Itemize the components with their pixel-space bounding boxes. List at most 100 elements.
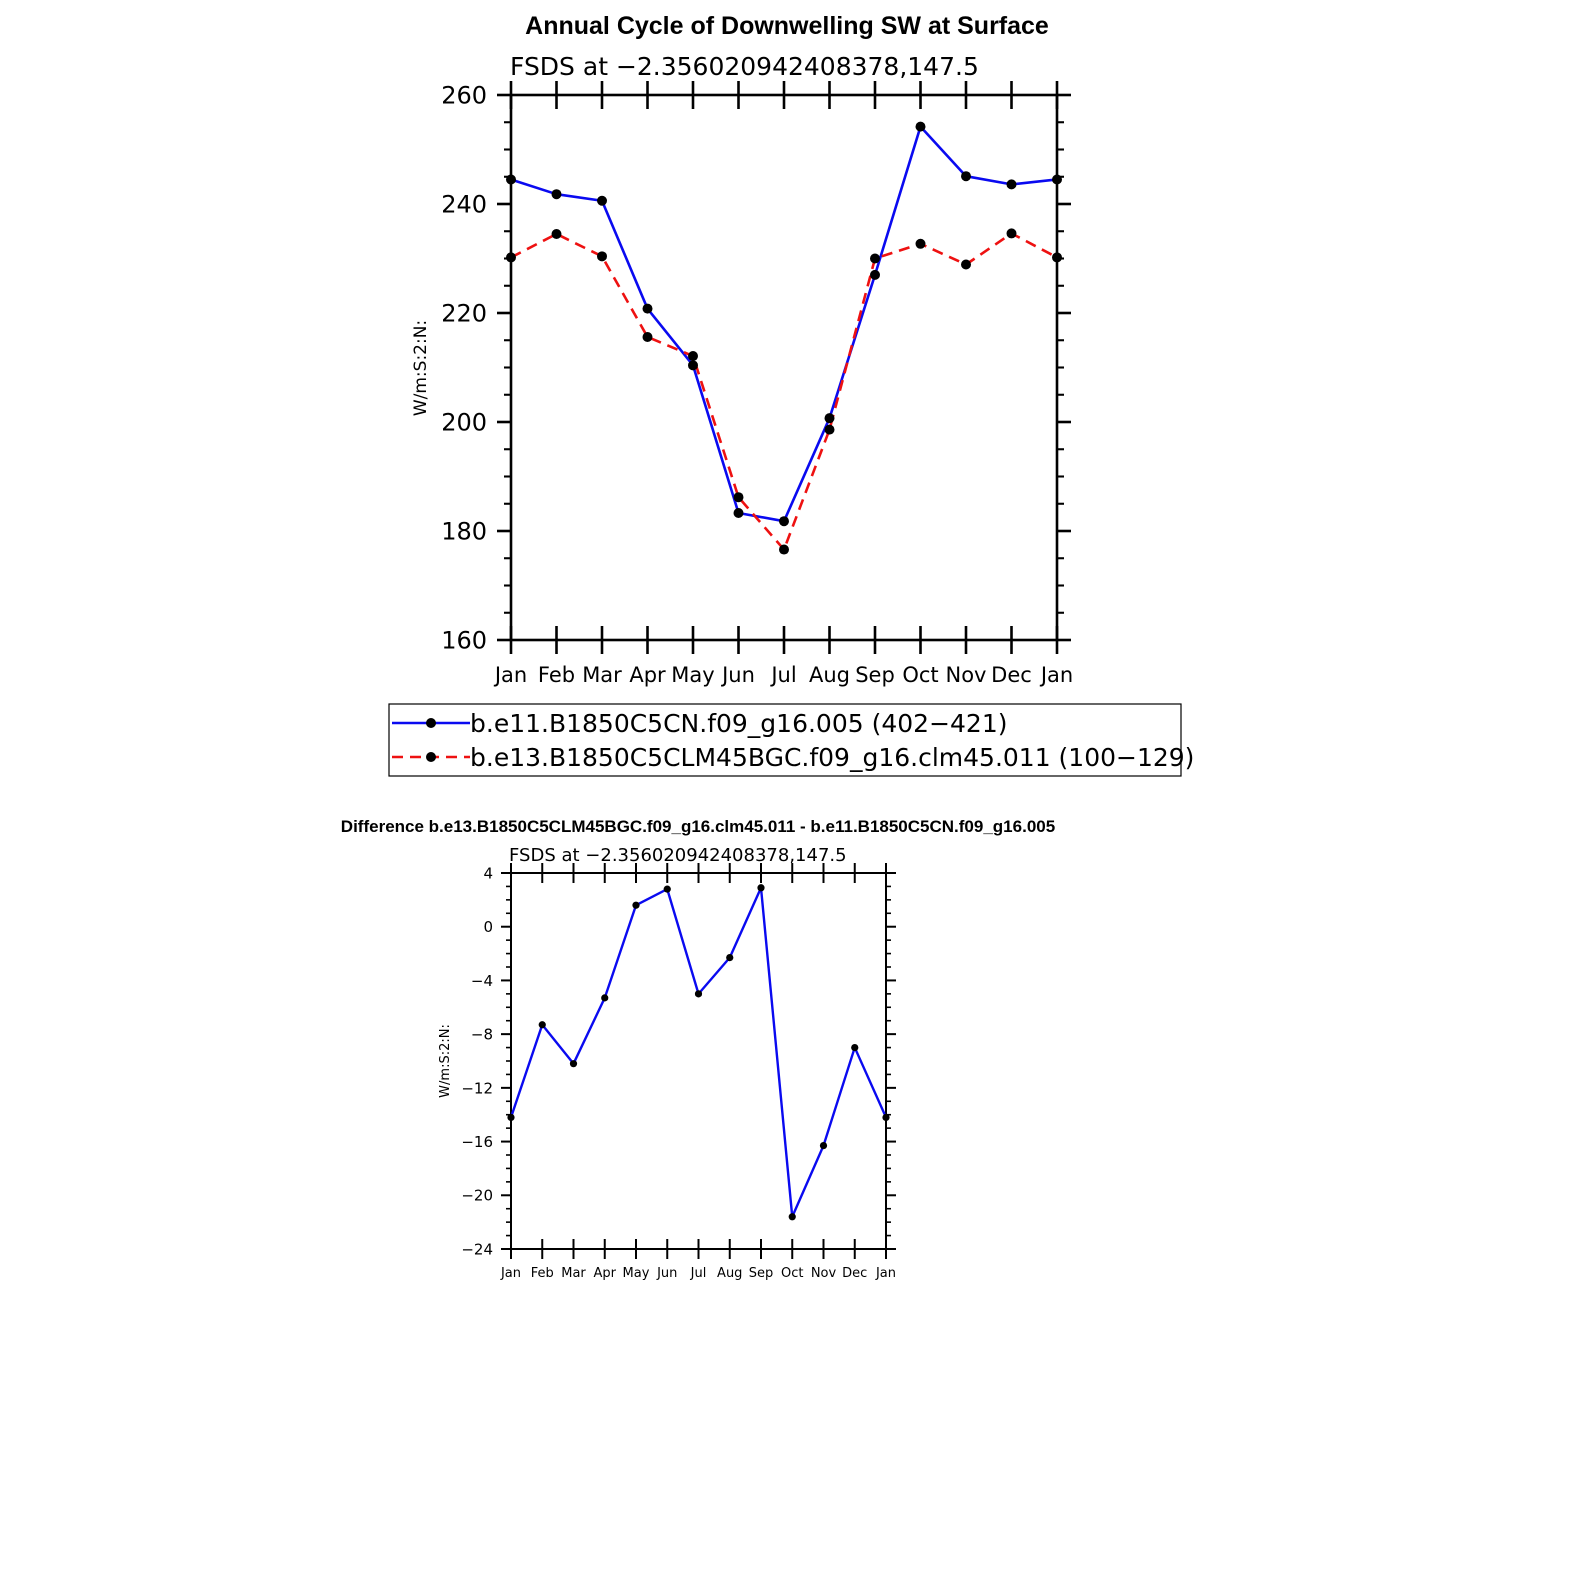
x-tick-label: Oct — [902, 663, 938, 687]
series-2-point — [688, 351, 698, 362]
chart1-subtitle: FSDS at −2.356020942408378,147.5 — [510, 52, 979, 81]
series-2-point — [961, 259, 971, 270]
x-tick-label: Feb — [531, 1266, 554, 1281]
x-tick-label: Jun — [720, 663, 755, 687]
chart1-title: Annual Cycle of Downwelling SW at Surfac… — [525, 12, 1049, 40]
chart2-y-tick-labels: 4 0 −4 −8 −12 −16 −20 −24 — [461, 864, 493, 1258]
chart2-subtitle: FSDS at −2.356020942408378,147.5 — [509, 845, 847, 866]
chart1-y-tick-labels: 260 240 220 200 180 160 — [441, 82, 487, 655]
x-tick-label: Sep — [749, 1266, 774, 1281]
legend-series1-marker — [426, 718, 436, 728]
x-tick-label: Apr — [594, 1266, 617, 1281]
y-tick-label: 0 — [483, 918, 493, 936]
legend-box — [388, 703, 1182, 777]
y-tick-label: −8 — [471, 1026, 493, 1044]
chart2-ylabel: W/m:S:2:N: — [438, 1024, 453, 1098]
x-tick-label: Nov — [946, 663, 987, 687]
x-tick-label: Dec — [991, 663, 1032, 687]
series-1-point — [601, 994, 609, 1002]
x-tick-label: Jul — [769, 663, 796, 687]
y-tick-label: −20 — [461, 1187, 493, 1205]
x-tick-label: Mar — [561, 1266, 586, 1281]
series-1-point — [694, 990, 703, 998]
difference-chart: Difference b.e13.B1850C5CLM45BGC.f09_g16… — [341, 817, 1055, 1281]
x-tick-label: Apr — [629, 663, 666, 687]
series-line-1 — [509, 886, 888, 1218]
series-2-point — [506, 252, 516, 263]
y-tick-label: 160 — [441, 627, 487, 655]
series-1-point — [851, 1043, 859, 1052]
x-tick-label: Oct — [781, 1266, 803, 1281]
legend-series2-marker — [426, 752, 436, 762]
series-1-point — [538, 1021, 546, 1029]
series-line-2 — [510, 232, 1058, 551]
series-line-1 — [510, 125, 1058, 523]
series-1-point — [642, 303, 653, 314]
y-tick-label: −24 — [461, 1240, 493, 1258]
y-tick-label: −16 — [461, 1133, 493, 1151]
series-1-point — [733, 508, 744, 519]
chart2-series — [507, 884, 890, 1221]
annual-cycle-chart: Annual Cycle of Downwelling SW at Surfac… — [388, 12, 1194, 777]
x-tick-label: Jan — [875, 1266, 896, 1281]
y-tick-label: 260 — [441, 82, 487, 110]
series-2-point — [1052, 252, 1062, 263]
chart1-x-tick-labels: Jan Feb Mar Apr May Jun Jul Aug Sep Oct Nov Dec Jan — [493, 663, 1073, 687]
series-1-point — [632, 901, 640, 909]
legend-series1-label: b.e11.B1850C5CN.f09_g16.005 (402−421) — [470, 709, 1008, 738]
series-1-point — [779, 516, 789, 527]
series-2-point — [642, 331, 653, 342]
x-tick-label: May — [671, 663, 714, 687]
series-1-point — [870, 269, 880, 280]
series-1-point — [882, 1113, 890, 1121]
series-2-point — [551, 228, 562, 239]
series-1-point — [1006, 179, 1017, 190]
series-2-point — [870, 253, 880, 264]
series-1-point — [824, 413, 835, 424]
series-1-point — [757, 884, 765, 892]
chart1-axes — [497, 81, 1071, 654]
x-tick-label: Aug — [809, 663, 850, 687]
x-tick-label: Sep — [855, 663, 895, 687]
y-tick-label: −12 — [461, 1079, 493, 1097]
x-tick-label: Jan — [493, 663, 527, 687]
y-tick-label: −4 — [471, 972, 493, 990]
chart1-legend: b.e11.B1850C5CN.f09_g16.005 (402−421) b.… — [388, 703, 1194, 777]
x-tick-label: May — [623, 1266, 650, 1281]
series-1-point — [569, 1060, 578, 1068]
series-1-point — [819, 1142, 828, 1150]
series-2-point — [824, 424, 835, 435]
series-2-point — [779, 544, 789, 555]
x-tick-label: Mar — [582, 663, 622, 687]
x-tick-label: Dec — [842, 1266, 867, 1281]
series-1-point — [915, 121, 926, 132]
y-tick-label: 240 — [441, 191, 487, 219]
x-tick-label: Jul — [690, 1266, 707, 1281]
plot-frame — [510, 872, 887, 1250]
series-1-point — [688, 360, 698, 371]
series-1-point — [663, 885, 671, 893]
x-tick-label: Aug — [717, 1266, 742, 1281]
series-2-point — [733, 492, 744, 503]
series-1-point — [726, 954, 734, 962]
series-1-point — [961, 171, 971, 182]
series-1-point — [597, 195, 607, 206]
chart1-series — [506, 121, 1062, 555]
series-2-point — [915, 238, 926, 249]
y-tick-label: 180 — [441, 518, 487, 546]
y-tick-label: 200 — [441, 409, 487, 437]
x-tick-label: Jan — [1039, 663, 1073, 687]
series-2-point — [597, 251, 607, 262]
series-1-point — [506, 174, 516, 185]
series-1-point — [1052, 174, 1062, 185]
x-tick-label: Feb — [538, 663, 575, 687]
series-1-point — [788, 1213, 796, 1221]
series-2-point — [1006, 228, 1017, 239]
chart2-title: Difference b.e13.B1850C5CLM45BGC.f09_g16… — [341, 817, 1055, 836]
x-tick-label: Nov — [811, 1266, 837, 1281]
y-tick-label: 4 — [483, 864, 493, 882]
y-tick-label: 220 — [441, 300, 487, 328]
legend-series2-label: b.e13.B1850C5CLM45BGC.f09_g16.clm45.011 … — [470, 743, 1194, 772]
chart2-x-tick-labels: Jan Feb Mar Apr May Jun Jul Aug Sep Oct Nov Dec Jan — [500, 1266, 896, 1281]
